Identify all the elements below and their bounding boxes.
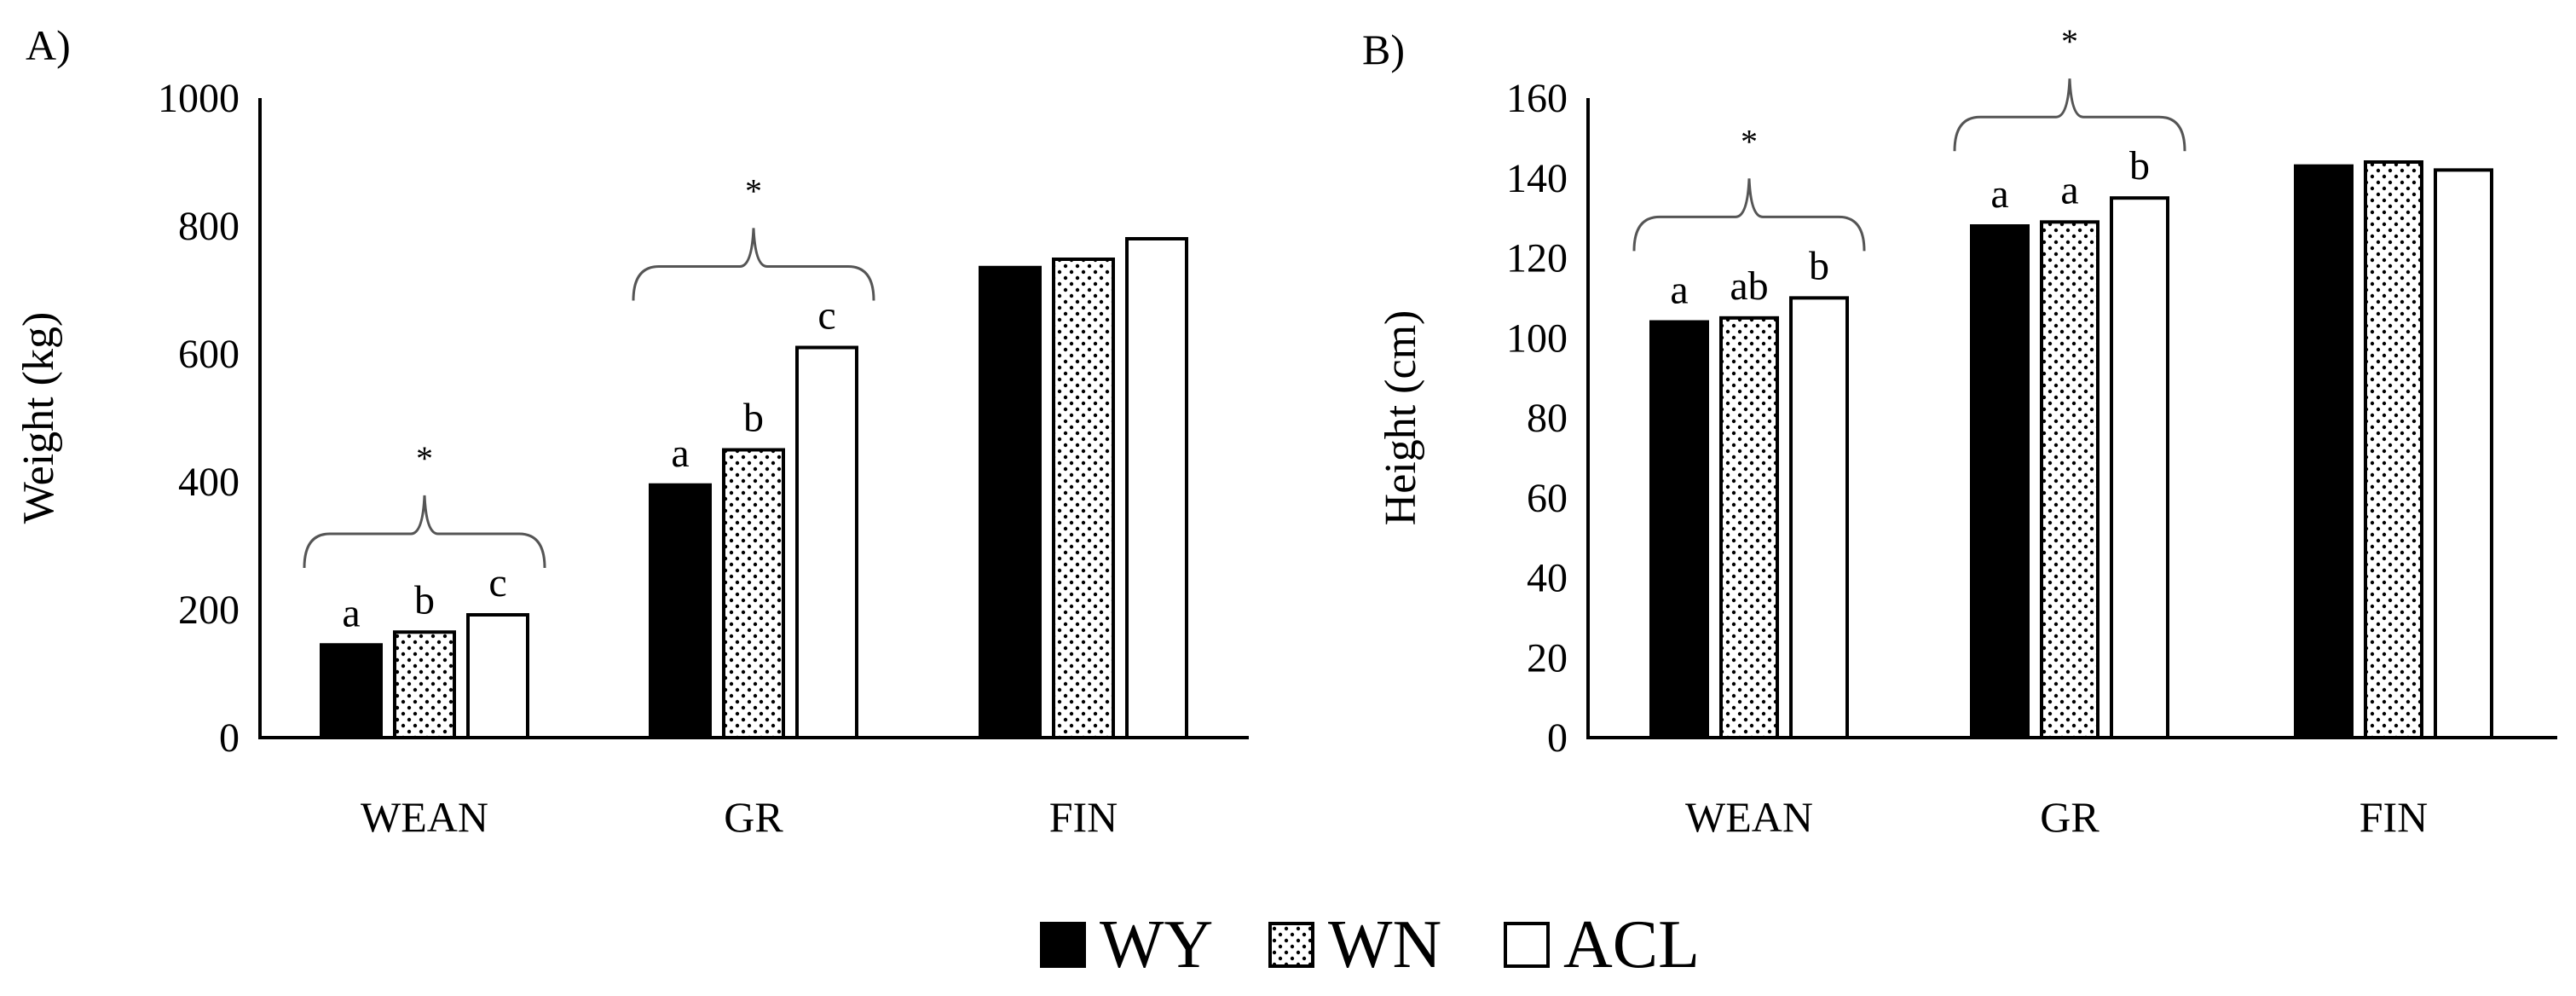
significance-star: * (745, 172, 762, 211)
legend-swatch-wy (1040, 922, 1086, 968)
x-category-label: GR (724, 793, 783, 841)
y-tick-label: 0 (219, 715, 240, 761)
x-category-label: FIN (1049, 793, 1118, 841)
y-tick-label: 20 (1527, 635, 1568, 680)
bar-acl-wean (1789, 296, 1849, 739)
y-axis-label: Weight (kg) (14, 312, 63, 524)
y-tick-label: 100 (1506, 316, 1568, 361)
bar-wn-fin (2364, 160, 2423, 739)
significance-letter: a (1670, 268, 1688, 313)
panel-label: A) (26, 21, 71, 69)
legend-label-acl: ACL (1563, 907, 1700, 982)
bar-wy-fin (2294, 164, 2354, 739)
significance-bracket (1632, 178, 1866, 252)
y-tick-label: 60 (1527, 476, 1568, 521)
bar-acl-fin (2434, 168, 2493, 739)
y-tick-label: 40 (1527, 556, 1568, 601)
bar-wy-gr (1970, 224, 2030, 739)
significance-bracket (632, 228, 875, 301)
x-category-label: WEAN (361, 793, 488, 841)
bar-acl-gr (795, 345, 858, 739)
bar-wy-fin (979, 265, 1042, 739)
bar-wn-fin (1052, 258, 1115, 739)
bar-wn-wean (393, 630, 456, 739)
significance-bracket (1953, 78, 2186, 152)
significance-letter: a (2060, 167, 2078, 212)
significance-star: * (1741, 122, 1758, 160)
bar-wy-wean (320, 643, 383, 739)
significance-letter: b (414, 577, 435, 622)
bar-acl-fin (1125, 237, 1188, 739)
bar-acl-wean (466, 613, 529, 739)
y-tick-label: 120 (1506, 236, 1568, 281)
bar-wn-gr (2040, 220, 2099, 739)
significance-letter: a (1990, 171, 2008, 217)
bar-wn-wean (1719, 316, 1779, 739)
bar-wy-wean (1649, 320, 1709, 739)
y-tick-label: 0 (1547, 715, 1568, 761)
legend-swatch-acl (1504, 922, 1550, 968)
significance-letter: c (488, 560, 506, 605)
y-tick-label: 1000 (158, 76, 240, 121)
x-category-label: GR (2040, 793, 2099, 841)
significance-letter: b (2129, 143, 2150, 188)
y-tick-label: 140 (1506, 156, 1568, 201)
y-axis-label: Height (cm) (1377, 310, 1425, 526)
y-tick-label: 200 (178, 588, 240, 633)
y-tick-label: 160 (1506, 76, 1568, 121)
significance-letter: b (1809, 243, 1829, 288)
panel-label: B) (1362, 26, 1405, 73)
significance-letter: b (743, 396, 764, 441)
y-tick-label: 600 (178, 332, 240, 377)
legend-label-wy: WY (1100, 907, 1213, 982)
bar-wn-gr (722, 448, 785, 739)
significance-letter: a (671, 431, 689, 476)
y-tick-label: 80 (1527, 396, 1568, 441)
legend-label-wn: WN (1328, 907, 1441, 982)
significance-star: * (2061, 22, 2078, 61)
y-tick-label: 400 (178, 460, 240, 505)
x-category-label: FIN (2359, 793, 2429, 841)
significance-bracket (303, 495, 546, 569)
legend: WY WN ACL (1040, 907, 1700, 982)
x-category-label: WEAN (1685, 793, 1813, 841)
significance-letter: a (342, 590, 360, 635)
bar-wy-gr (649, 483, 712, 739)
significance-star: * (416, 439, 433, 478)
chart-panel-a: A) Weight (kg) 0 200 400 600 800 1000 a b c WEAN * a b… (14, 21, 1249, 841)
significance-letter: c (817, 293, 835, 339)
significance-letter: ab (1730, 263, 1768, 309)
legend-swatch-wn (1268, 922, 1314, 968)
y-tick-label: 800 (178, 204, 240, 249)
bar-acl-gr (2110, 196, 2169, 739)
